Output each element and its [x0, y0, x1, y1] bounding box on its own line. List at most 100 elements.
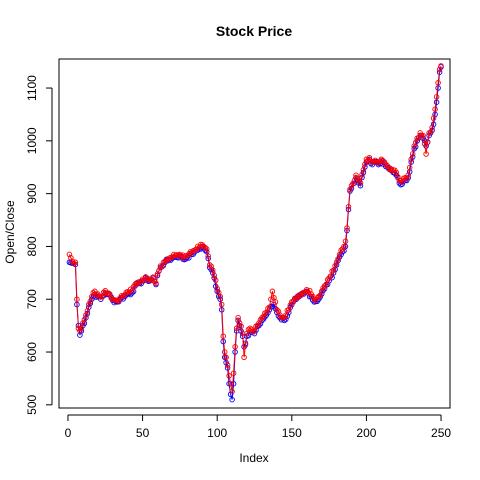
series-1-point-182 [338, 247, 344, 254]
series-1-point-96 [209, 267, 216, 273]
series-1 [66, 63, 444, 395]
x-axis: 0 50 100 150 200 250 [65, 414, 451, 440]
series-1-point-187 [345, 204, 352, 210]
series-1-point-111 [232, 344, 238, 350]
series-1-point-178 [332, 263, 338, 269]
series-1-point-245 [432, 106, 438, 112]
series-1-point-107 [226, 373, 232, 379]
y-tick-label-1: 600 [25, 342, 39, 362]
series-1-point-4 [72, 259, 79, 266]
series-0-point-244 [430, 121, 437, 128]
y-tick-label-0: 500 [25, 395, 39, 415]
series-1-point-161 [306, 287, 313, 294]
series-1-point-212 [383, 161, 389, 168]
series-1-point-98 [212, 277, 219, 284]
series-1-point-242 [427, 129, 434, 136]
series-1-point-148 [287, 302, 294, 308]
series-1-point-3 [71, 260, 77, 267]
series-1-point-112 [233, 325, 240, 332]
series-1-point-240 [424, 139, 431, 145]
y-axis: 500 600 700 800 900 1000 1100 [25, 75, 53, 415]
series-1-point-227 [405, 172, 411, 178]
series-1-point-172 [323, 281, 329, 288]
series-1-point-13 [86, 301, 92, 308]
series-1-point-136 [269, 288, 276, 295]
plot-frame [58, 58, 451, 409]
series-0-point-110 [230, 380, 237, 387]
y-axis-label: Open/Close [3, 200, 17, 264]
series-1-point-135 [268, 296, 274, 302]
series-1-point-89 [199, 242, 206, 248]
series-1-point-246 [433, 94, 440, 100]
series-1-point-118 [242, 342, 249, 348]
x-tick-label-3: 150 [282, 426, 302, 440]
y-tick-label-5: 1000 [25, 127, 39, 154]
series-1-point-74 [177, 251, 183, 258]
series-1-point-60 [156, 268, 162, 274]
series-1-point-9 [80, 320, 86, 326]
series-1-point-104 [221, 349, 228, 355]
series-1-point-239 [423, 151, 429, 157]
series-1-point-109 [229, 388, 235, 395]
series-1-point-133 [265, 305, 271, 312]
series-1-point-179 [333, 259, 340, 266]
series-1-point-209 [378, 156, 385, 163]
series-1-point-195 [357, 180, 364, 186]
series-1-point-185 [342, 238, 349, 244]
series-1-point-229 [408, 156, 414, 163]
x-axis-label: Index [239, 451, 268, 465]
series-1-point-58 [153, 280, 159, 287]
series-1-point-115 [238, 323, 244, 329]
series-1-point-134 [266, 304, 273, 310]
y-tick-label-6: 1100 [25, 75, 39, 101]
series-1-point-231 [411, 143, 417, 149]
series-1-point-33 [115, 298, 122, 304]
series-1-point-51 [142, 274, 149, 280]
series-1-point-105 [223, 354, 229, 361]
series-1-point-93 [205, 253, 211, 259]
series-1-point-130 [260, 313, 267, 320]
series-1-point-207 [375, 160, 382, 166]
series-1-point-59 [154, 271, 161, 277]
series-1-point-106 [224, 362, 231, 368]
series-1-point-40 [126, 289, 132, 295]
series-1-point-117 [241, 354, 247, 361]
series-1-point-175 [327, 273, 334, 280]
series-1-point-249 [438, 63, 444, 69]
chart-title: Stock Price [216, 23, 292, 39]
series-1-point-235 [417, 130, 423, 136]
x-tick-label-5: 250 [431, 426, 451, 440]
series-0-point-108 [227, 391, 234, 398]
series-1-point-91 [202, 244, 209, 251]
series-1-point-210 [380, 157, 386, 164]
series-1-point-139 [274, 307, 280, 313]
series-1-point-129 [259, 314, 265, 321]
series-1-point-53 [145, 277, 152, 284]
series-1-point-17 [92, 288, 98, 295]
series-1-point-164 [311, 296, 317, 302]
series-1-point-1 [68, 255, 74, 261]
series-1-point-247 [435, 80, 441, 86]
series-1-point-114 [236, 320, 243, 326]
series-0-point-109 [229, 396, 235, 403]
series-1-point-121 [247, 325, 253, 332]
series-1-point-228 [406, 164, 413, 171]
series-1-line [68, 65, 442, 392]
series-1-point-197 [360, 167, 367, 173]
series-0 [66, 64, 444, 403]
series-1-point-97 [211, 272, 217, 279]
series-1-point-184 [341, 243, 347, 250]
series-1-point-243 [429, 124, 435, 131]
x-tick-label-1: 50 [136, 426, 150, 440]
series-1-point-230 [409, 151, 416, 157]
x-tick-label-0: 0 [65, 426, 72, 440]
series-1-point-113 [235, 314, 241, 321]
series-1-point-101 [217, 293, 223, 300]
series-1-point-55 [148, 277, 155, 283]
series-1-point-36 [120, 293, 126, 299]
series-1-point-103 [220, 333, 226, 339]
series-1-point-192 [353, 172, 359, 178]
series-1-point-173 [324, 276, 331, 283]
series-1-point-0 [66, 251, 73, 258]
